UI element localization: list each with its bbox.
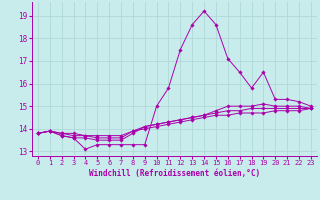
X-axis label: Windchill (Refroidissement éolien,°C): Windchill (Refroidissement éolien,°C) — [89, 169, 260, 178]
